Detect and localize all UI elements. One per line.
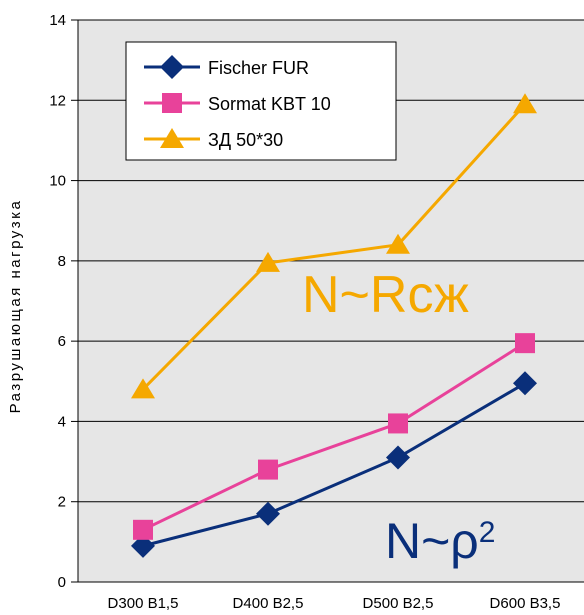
series-fischer-fur — [131, 371, 537, 558]
legend-label: Sormat KBT 10 — [208, 94, 331, 114]
y-tick-label: 8 — [58, 253, 66, 270]
legend-item: ЗД 50*30 — [144, 128, 283, 150]
gridlines — [71, 19, 584, 583]
data-point — [131, 378, 155, 399]
x-tick-label: D500 B2,5 — [363, 595, 434, 612]
x-tick-label: D300 B1,5 — [108, 595, 179, 612]
x-tick-label: D600 B3,5 — [490, 595, 561, 612]
series-line — [142, 381, 526, 548]
series-line — [142, 341, 526, 532]
data-point — [160, 128, 184, 148]
y-tick-label: 14 — [49, 12, 66, 29]
data-point — [386, 445, 410, 470]
legend-item: Sormat KBT 10 — [144, 93, 331, 114]
data-point — [388, 413, 408, 434]
y-tick-label: 6 — [58, 333, 66, 350]
y-tick-label: 4 — [58, 413, 66, 430]
legend-label: ЗД 50*30 — [208, 130, 283, 150]
series-line — [141, 103, 527, 391]
data-point — [258, 459, 278, 480]
y-tick-label: 12 — [49, 92, 66, 109]
data-point — [256, 251, 280, 272]
y-axis-label: Разрушающая нагрузка — [7, 199, 24, 414]
data-point — [513, 93, 537, 114]
y-tick-label: 10 — [49, 173, 66, 190]
data-point — [515, 333, 535, 354]
data-point — [513, 371, 537, 396]
annotations: N~Rсж N~ρ2 — [302, 266, 495, 569]
data-point — [386, 233, 410, 254]
legend-label: Fischer FUR — [208, 58, 309, 78]
x-tick-label: D400 B2,5 — [233, 595, 304, 612]
y-tick-label: 2 — [58, 494, 66, 511]
annotation-text: N~Rсж — [302, 266, 469, 324]
annotation-text: N~ρ2 — [385, 513, 495, 569]
y-tick-labels: 0 2 4 6 8 10 12 14 — [49, 12, 66, 591]
data-point — [256, 501, 280, 526]
data-point — [162, 93, 182, 113]
series-sormat-kbt-10 — [133, 333, 535, 540]
data-point — [160, 55, 184, 79]
x-tick-labels: D300 B1,5 D400 B2,5 D500 B2,5 D600 B3,5 — [108, 595, 561, 612]
data-point — [131, 533, 155, 558]
series-group — [131, 93, 537, 558]
annotation-superscript: 2 — [479, 516, 496, 549]
data-point — [133, 519, 153, 540]
legend: Fischer FUR Sormat KBT 10 ЗД 50*30 — [125, 41, 397, 161]
series--50-30 — [131, 93, 537, 399]
y-tick-label: 0 — [58, 574, 66, 591]
legend-item: Fischer FUR — [144, 55, 309, 79]
